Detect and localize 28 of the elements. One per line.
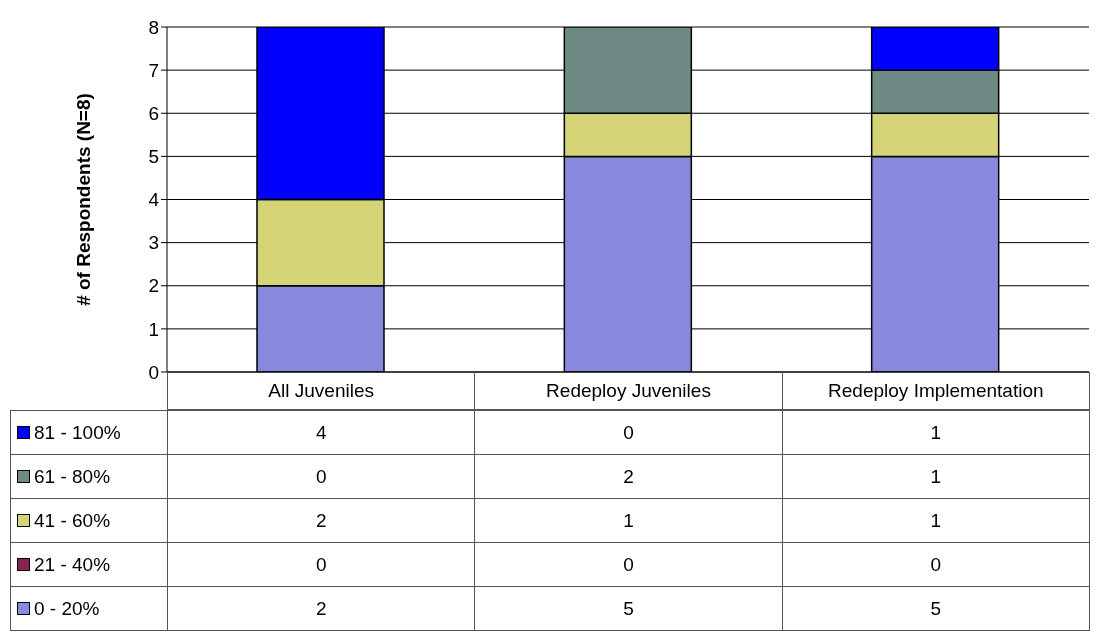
x-tick-label: Redeploy Juveniles xyxy=(474,372,783,410)
data-label: 1 xyxy=(781,454,1090,499)
y-tick-label: 5 xyxy=(148,146,159,168)
legend-label: 21 - 40% xyxy=(34,553,111,576)
x-tick-label: All Juveniles xyxy=(167,372,476,410)
data-label: 2 xyxy=(474,454,783,499)
data-label: 1 xyxy=(781,498,1090,543)
y-tick-label: 3 xyxy=(148,232,159,254)
data-label: 0 xyxy=(474,542,783,587)
data-label: 1 xyxy=(474,498,783,543)
data-label: 0 xyxy=(474,410,783,455)
y-tick-label: 6 xyxy=(148,103,159,124)
legend-label: 41 - 60% xyxy=(34,509,111,532)
legend-label: 0 - 20% xyxy=(34,597,100,620)
y-tick-label: 7 xyxy=(148,59,159,81)
data-label: 0 xyxy=(781,542,1090,587)
y-axis-title: # of Respondents (N=8) xyxy=(72,93,94,306)
legend-label: 61 - 80% xyxy=(34,465,111,488)
data-label: 1 xyxy=(781,410,1090,455)
y-tick-label: 4 xyxy=(148,189,160,211)
data-label: 5 xyxy=(781,586,1090,631)
data-label: 5 xyxy=(474,586,783,631)
y-tick-label: 0 xyxy=(148,361,159,383)
legend-label: 81 - 100% xyxy=(34,421,121,444)
x-tick-label: Redeploy Implementation xyxy=(781,372,1090,410)
y-tick-label: 1 xyxy=(148,318,159,340)
y-tick-label: 2 xyxy=(148,275,159,297)
y-tick-label: 8 xyxy=(148,16,159,38)
